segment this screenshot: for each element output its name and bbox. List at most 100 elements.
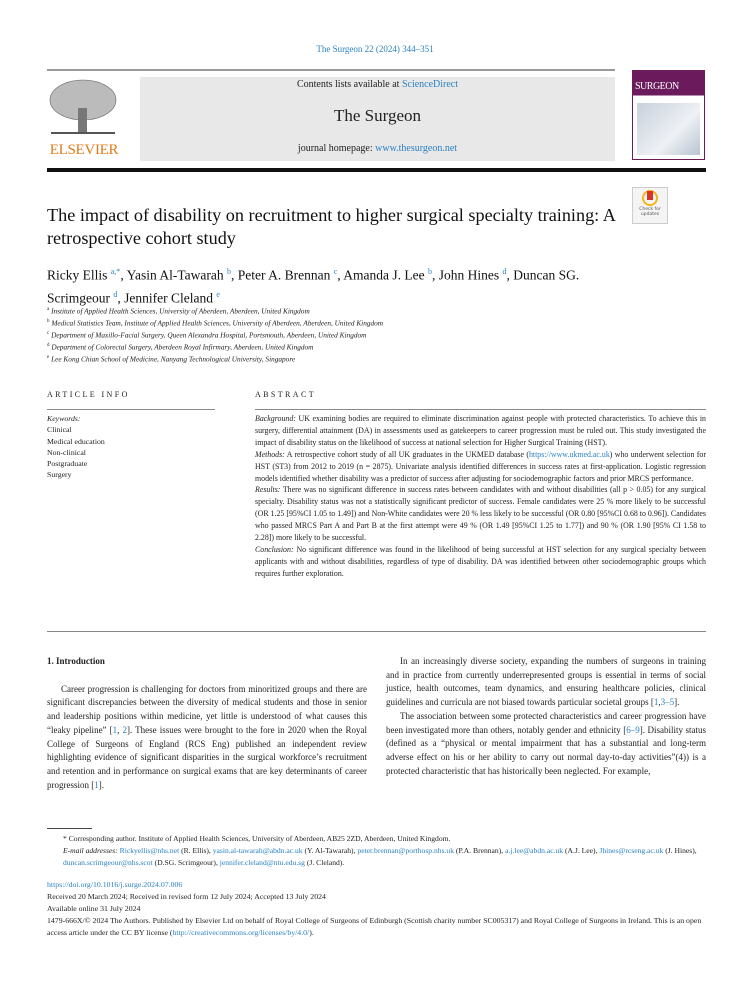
text-run: ]. These issues were brought to the fore… <box>47 724 368 790</box>
author-separator: , <box>230 267 238 283</box>
article-info-heading: ARTICLE INFO <box>47 390 130 399</box>
header-rule <box>47 69 615 71</box>
affiliation-key: a <box>47 307 50 312</box>
inline-link[interactable]: peter.brennan@porthosp.nhs.uk <box>357 845 455 855</box>
author-affiliation-marker[interactable]: a,* <box>110 267 121 276</box>
keywords: Keywords: Clinical Medical education Non-c… <box>47 413 105 481</box>
affiliation: c Department of Maxillo-Facial Surgery, … <box>47 329 547 341</box>
author-separator: , <box>432 267 439 283</box>
body-paragraph: The association between some protected c… <box>386 710 706 779</box>
inline-link[interactable]: yasin.al-tawarah@abdn.ac.uk <box>212 845 303 855</box>
affiliation-text: Medical Statistics Team, Institute of Ap… <box>51 318 384 328</box>
author-affiliation-marker[interactable]: d <box>502 267 507 276</box>
available-online: Available online 31 July 2024 <box>47 904 141 913</box>
body-column-left: 1. Introduction Career progression is ch… <box>47 655 367 792</box>
elsevier-tree-icon <box>49 79 117 134</box>
author-name[interactable]: Peter A. Brennan <box>237 267 331 283</box>
text-run: (D.SG. Scrimgeour), <box>152 857 220 867</box>
inline-link[interactable]: 1 <box>112 724 118 735</box>
publication-info: https://doi.org/10.1016/j.surge.2024.07.… <box>47 879 707 939</box>
text-run: E-mail addresses: <box>63 845 120 855</box>
text-run: There was no significant difference in s… <box>255 485 706 543</box>
journal-cover[interactable]: SURGEON <box>632 70 705 160</box>
contents-label: Contents lists available at <box>296 79 402 90</box>
homepage-link[interactable]: www.thesurgeon.net <box>375 143 458 154</box>
footnote-rule <box>47 828 92 829</box>
abstract-section-label: Conclusion: <box>255 544 294 554</box>
affiliation-text: Institute of Applied Health Sciences, Un… <box>51 306 310 316</box>
affiliation-text: Department of Maxillo-Facial Surgery, Qu… <box>51 330 367 340</box>
author-list: Ricky Ellis a,*, Yasin Al-Tawarah b, Pet… <box>47 262 607 307</box>
text-run: UK examining bodies are required to elim… <box>255 414 706 447</box>
contents-line: Contents lists available at ScienceDirec… <box>140 79 615 90</box>
text-run: The association between some protected c… <box>386 710 706 735</box>
author-name[interactable]: Jennifer Cleland <box>124 290 213 305</box>
text-run: ]. <box>674 697 680 708</box>
keyword: Surgery <box>47 470 72 480</box>
inline-link[interactable]: https://www.ukmed.ac.uk <box>528 449 610 459</box>
author-separator: , <box>120 267 127 283</box>
abstract-body: Background: UK examining bodies are requ… <box>255 413 706 580</box>
journal-reference[interactable]: The Surgeon 22 (2024) 344–351 <box>316 44 434 54</box>
abstract-section-label: Results: <box>255 485 281 495</box>
keyword: Medical education <box>47 436 105 446</box>
article-info-rule <box>47 409 215 410</box>
body-column-right: In an increasingly diverse society, expa… <box>386 655 706 778</box>
affiliation: e Lee Kong Chian School of Medicine, Nan… <box>47 353 547 365</box>
elsevier-logo[interactable]: ELSEVIER <box>47 78 121 162</box>
text-run: A retrospective cohort study of all UK g… <box>284 449 529 459</box>
inline-link[interactable]: duncan.scrimgeour@nhs.scot <box>63 857 153 867</box>
text-run: In an increasingly diverse society, expa… <box>386 656 706 708</box>
author-name[interactable]: Duncan SG. Scrimgeour <box>47 267 580 306</box>
inline-link[interactable]: 1 <box>94 779 99 790</box>
author-affiliation-marker[interactable]: c <box>333 267 338 276</box>
inline-link[interactable]: 3–5 <box>660 697 675 708</box>
inline-link[interactable]: 1 <box>653 697 659 708</box>
text-run: ) who underwent selection for HST (ST3) … <box>255 449 706 483</box>
abstract-section-label: Methods: <box>255 449 285 459</box>
email-addresses: E-mail addresses: Rickyellis@nhs.net (R.… <box>47 845 707 869</box>
author-affiliation-marker[interactable]: b <box>226 267 231 276</box>
author-affiliation-marker[interactable]: b <box>428 267 433 276</box>
affiliations: a Institute of Applied Health Sciences, … <box>47 305 547 365</box>
text-run: 1479-666X/© 2024 The Authors. Published … <box>47 916 702 937</box>
header-thick-rule <box>47 168 706 172</box>
abstract-section: Methods: A retrospective cohort study of… <box>255 449 706 485</box>
text-run: ]. Disability status (defined as a “phys… <box>386 724 706 776</box>
abstract-section: Results: There was no significant differ… <box>255 484 706 544</box>
affiliation-text: Department of Colorectal Surgery, Aberde… <box>51 342 314 352</box>
inline-link[interactable]: Rickyellis@nhs.net <box>119 845 180 855</box>
abstract-section: Conclusion: No significant difference wa… <box>255 544 706 580</box>
author-name[interactable]: Amanda J. Lee <box>343 267 425 283</box>
footnotes: * Corresponding author. Institute of App… <box>47 833 707 868</box>
abstract-rule <box>255 409 706 410</box>
inline-link[interactable]: http://creativecommons.org/licenses/by/4… <box>172 928 310 937</box>
sciencedirect-link[interactable]: ScienceDirect <box>401 79 459 90</box>
text-run: (A.J. Lee), <box>563 845 600 855</box>
abstract-heading: ABSTRACT <box>255 390 316 399</box>
inline-link[interactable]: a.j.lee@abdn.ac.uk <box>505 845 564 855</box>
body-paragraph: In an increasingly diverse society, expa… <box>386 655 706 710</box>
check-for-updates-button[interactable]: Check for updates <box>632 187 668 224</box>
inline-link[interactable]: Jhines@rcseng.ac.uk <box>599 845 664 855</box>
affiliation: d Department of Colorectal Surgery, Aber… <box>47 341 547 353</box>
doi-link[interactable]: https://doi.org/10.1016/j.surge.2024.07.… <box>47 880 183 889</box>
inline-link[interactable]: 6–9 <box>626 724 640 735</box>
corresponding-author-note: * Corresponding author. Institute of App… <box>63 834 451 843</box>
inline-link[interactable]: jennifer.cleland@ntu.edu.sg <box>219 857 305 867</box>
author-name[interactable]: Ricky Ellis <box>47 267 108 283</box>
author-affiliation-marker[interactable]: e <box>216 289 220 299</box>
text-run: Career progression is challenging for do… <box>47 683 367 735</box>
homepage-label: journal homepage: <box>297 143 376 154</box>
cover-title: SURGEON <box>635 81 679 92</box>
text-run: ]. <box>98 779 104 790</box>
body-paragraph: Career progression is challenging for do… <box>47 683 367 793</box>
author-name[interactable]: John Hines <box>438 267 500 283</box>
text-run: (Y. Al-Tawarah), <box>302 845 358 855</box>
keywords-label: Keywords: <box>47 414 81 423</box>
affiliation-key: d <box>47 342 50 348</box>
keyword-list: Clinical Medical education Non-clinical Pos… <box>47 424 105 480</box>
author-name[interactable]: Yasin Al-Tawarah <box>126 267 224 283</box>
author-affiliation-marker[interactable]: d <box>113 289 118 299</box>
inline-link[interactable]: 2 <box>122 724 127 735</box>
